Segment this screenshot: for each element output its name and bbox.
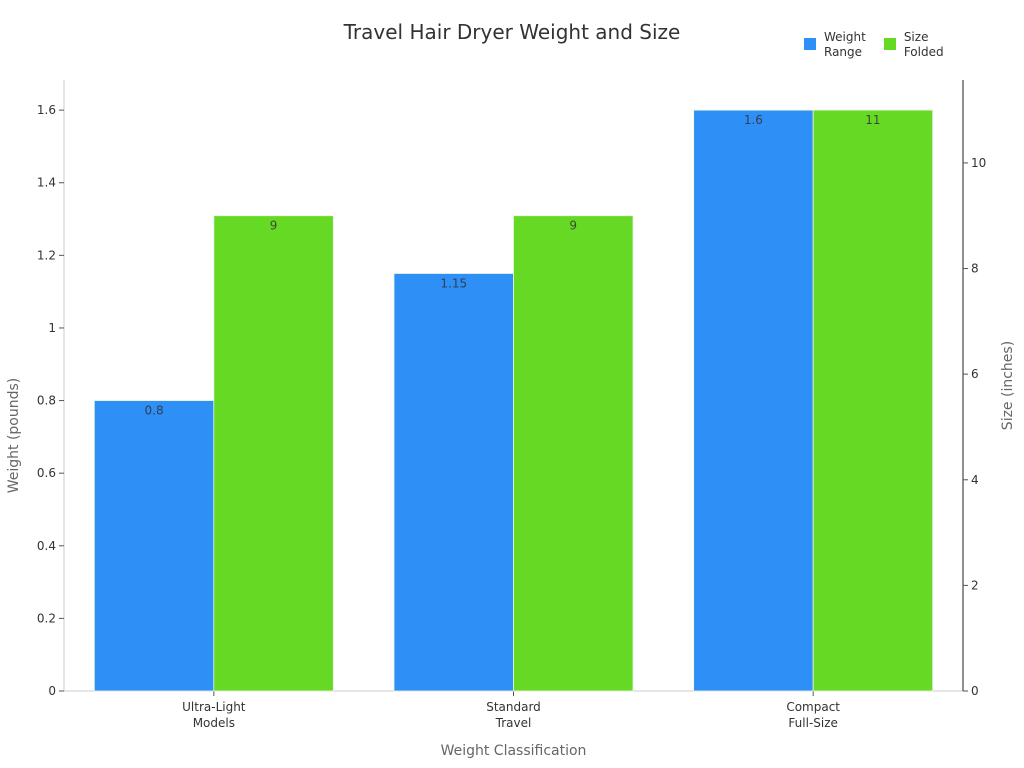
x-tick-label: Full-Size <box>788 716 837 730</box>
bar-value-label: 1.6 <box>744 113 763 127</box>
bar-value-label: 0.8 <box>145 404 164 418</box>
legend-swatch <box>804 38 816 50</box>
left-tick-label: 1.4 <box>37 176 56 190</box>
bar-value-label: 9 <box>270 219 278 233</box>
bar-value-label: 9 <box>569 219 577 233</box>
left-tick-label: 1 <box>48 321 56 335</box>
right-tick-label: 0 <box>971 684 979 698</box>
bar-weight-range <box>693 109 814 692</box>
left-tick-label: 0.6 <box>37 466 56 480</box>
legend-label: Weight Range <box>824 30 866 59</box>
chart-title: Travel Hair Dryer Weight and Size <box>343 20 681 44</box>
left-tick-label: 0.4 <box>37 539 56 553</box>
right-tick-label: 2 <box>971 578 979 592</box>
x-tick-label: Models <box>193 716 235 730</box>
legend-swatch <box>883 38 896 50</box>
bar-value-label: 1.15 <box>440 277 467 291</box>
x-axis-label: Weight Classification <box>441 743 587 759</box>
x-tick-label: Compact <box>786 700 840 714</box>
legend: Weight Range Size Folded <box>804 30 944 60</box>
left-tick-label: 0.8 <box>37 394 56 408</box>
bar-weight-range <box>93 400 215 692</box>
bar-weight-range <box>393 273 514 692</box>
x-tick-label: Travel <box>495 716 532 730</box>
right-axis-label: Size (inches) <box>1000 341 1016 430</box>
right-tick-label: 6 <box>971 367 979 381</box>
right-tick-label: 10 <box>971 156 986 170</box>
bar-size-folded <box>213 215 334 692</box>
legend-label: Size Folded <box>903 30 944 59</box>
legend-item: Size Folded <box>883 30 944 60</box>
right-tick-label: 4 <box>971 473 979 487</box>
left-tick-label: 1.2 <box>37 248 56 262</box>
bar-value-label: 11 <box>865 113 880 127</box>
x-tick-label: Ultra-Light <box>182 700 246 714</box>
right-tick-label: 8 <box>971 262 979 276</box>
bar-size-folded <box>513 215 634 692</box>
left-tick-label: 1.6 <box>37 103 56 117</box>
bar-size-folded <box>812 109 934 692</box>
left-tick-label: 0 <box>48 684 56 698</box>
legend-item: Weight Range <box>804 30 866 60</box>
left-axis-label: Weight (pounds) <box>6 378 22 494</box>
x-tick-label: Standard <box>486 700 541 714</box>
left-tick-label: 0.2 <box>37 611 56 625</box>
